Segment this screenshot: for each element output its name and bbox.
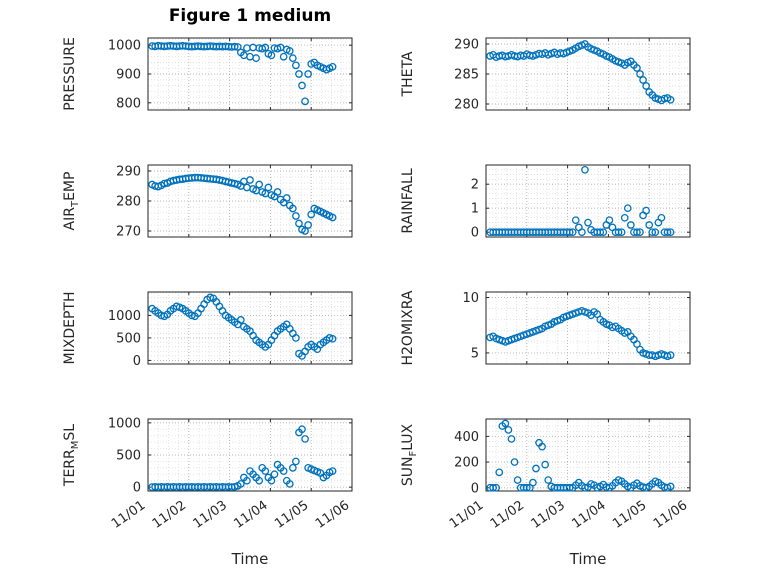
pressure-chart: 800 900 1000 PRESSURE: [62, 37, 353, 111]
h2omixra-chart: 5 10 H2OMIXRA: [400, 290, 691, 366]
svg-text:11/02: 11/02: [150, 498, 189, 532]
svg-text:11/01: 11/01: [447, 498, 486, 532]
svg-text:TERRMSL: TERRMSL: [62, 424, 81, 487]
svg-text:200: 200: [454, 456, 479, 471]
svg-text:11/04: 11/04: [231, 498, 270, 532]
svg-text:0: 0: [133, 481, 141, 496]
subplot-sunflux: 0 200 400 11/01 11/02 11/03 11/04 11/05 11/06 SUN…: [386, 409, 702, 566]
svg-text:11/06: 11/06: [313, 498, 352, 532]
svg-text:0: 0: [471, 481, 479, 496]
svg-text:280: 280: [116, 195, 141, 210]
svg-text:290: 290: [454, 38, 479, 53]
svg-text:1000: 1000: [108, 416, 141, 431]
svg-text:11/01: 11/01: [109, 498, 148, 532]
svg-text:290: 290: [116, 165, 141, 180]
terrmsl-chart: 0 500 1000 11/01 11/02 11/03 11/04 11/05 11/06 TE…: [62, 416, 353, 532]
figure-title: Figure 1 medium: [168, 6, 332, 26]
airtemp-chart: 270 280 290 AIRTEMP: [62, 164, 353, 240]
subplot-pressure: 800 900 1000 PRESSURE: [48, 28, 364, 120]
svg-text:11/05: 11/05: [272, 498, 311, 532]
sunflux-chart: 0 200 400 11/01 11/02 11/03 11/04 11/05 11/06 SUN…: [400, 418, 691, 532]
svg-text:H2OMIXRA: H2OMIXRA: [400, 290, 416, 365]
svg-text:0: 0: [471, 226, 479, 241]
svg-text:500: 500: [116, 331, 141, 346]
svg-text:RAINFALL: RAINFALL: [400, 168, 416, 233]
subplot-mixdepth: 0 500 1000 MIXDEPTH: [48, 282, 364, 374]
svg-text:280: 280: [454, 98, 479, 113]
svg-text:11/06: 11/06: [651, 498, 690, 532]
svg-text:11/02: 11/02: [488, 498, 527, 532]
subplot-airtemp: 270 280 290 AIRTEMP: [48, 155, 364, 247]
svg-text:500: 500: [116, 449, 141, 464]
svg-text:900: 900: [116, 68, 141, 83]
svg-text:SUNFLUX: SUNFLUX: [400, 423, 419, 486]
svg-text:MIXDEPTH: MIXDEPTH: [62, 292, 78, 365]
theta-chart: 280 285 290 THETA: [400, 37, 691, 113]
subplot-rainfall: 0 1 2 RAINFALL: [386, 155, 702, 247]
mixdepth-chart: 0 500 1000 MIXDEPTH: [62, 291, 353, 369]
svg-text:400: 400: [454, 430, 479, 445]
svg-text:0: 0: [133, 354, 141, 369]
subplot-terrmsl: 0 500 1000 11/01 11/02 11/03 11/04 11/05 11/06 TE…: [48, 409, 364, 566]
subplot-theta: 280 285 290 THETA: [386, 28, 702, 120]
x-axis-label-right: Time: [569, 550, 607, 568]
svg-text:11/05: 11/05: [610, 498, 649, 532]
svg-text:PRESSURE: PRESSURE: [62, 37, 78, 111]
rainfall-chart: 0 1 2 RAINFALL: [400, 164, 691, 241]
svg-text:11/03: 11/03: [529, 498, 568, 532]
svg-text:1000: 1000: [108, 309, 141, 324]
subplot-h2omixra: 5 10 H2OMIXRA: [386, 282, 702, 374]
svg-text:10: 10: [462, 291, 479, 306]
svg-text:270: 270: [116, 225, 141, 240]
svg-text:AIRTEMP: AIRTEMP: [62, 172, 81, 231]
svg-text:THETA: THETA: [400, 51, 416, 97]
svg-text:5: 5: [471, 346, 479, 361]
svg-text:1000: 1000: [108, 39, 141, 54]
svg-text:11/03: 11/03: [191, 498, 230, 532]
svg-text:1: 1: [471, 202, 479, 217]
svg-text:285: 285: [454, 68, 479, 83]
svg-text:2: 2: [471, 178, 479, 193]
svg-text:800: 800: [116, 96, 141, 111]
svg-text:11/04: 11/04: [569, 498, 608, 532]
x-axis-label-left: Time: [231, 550, 269, 568]
